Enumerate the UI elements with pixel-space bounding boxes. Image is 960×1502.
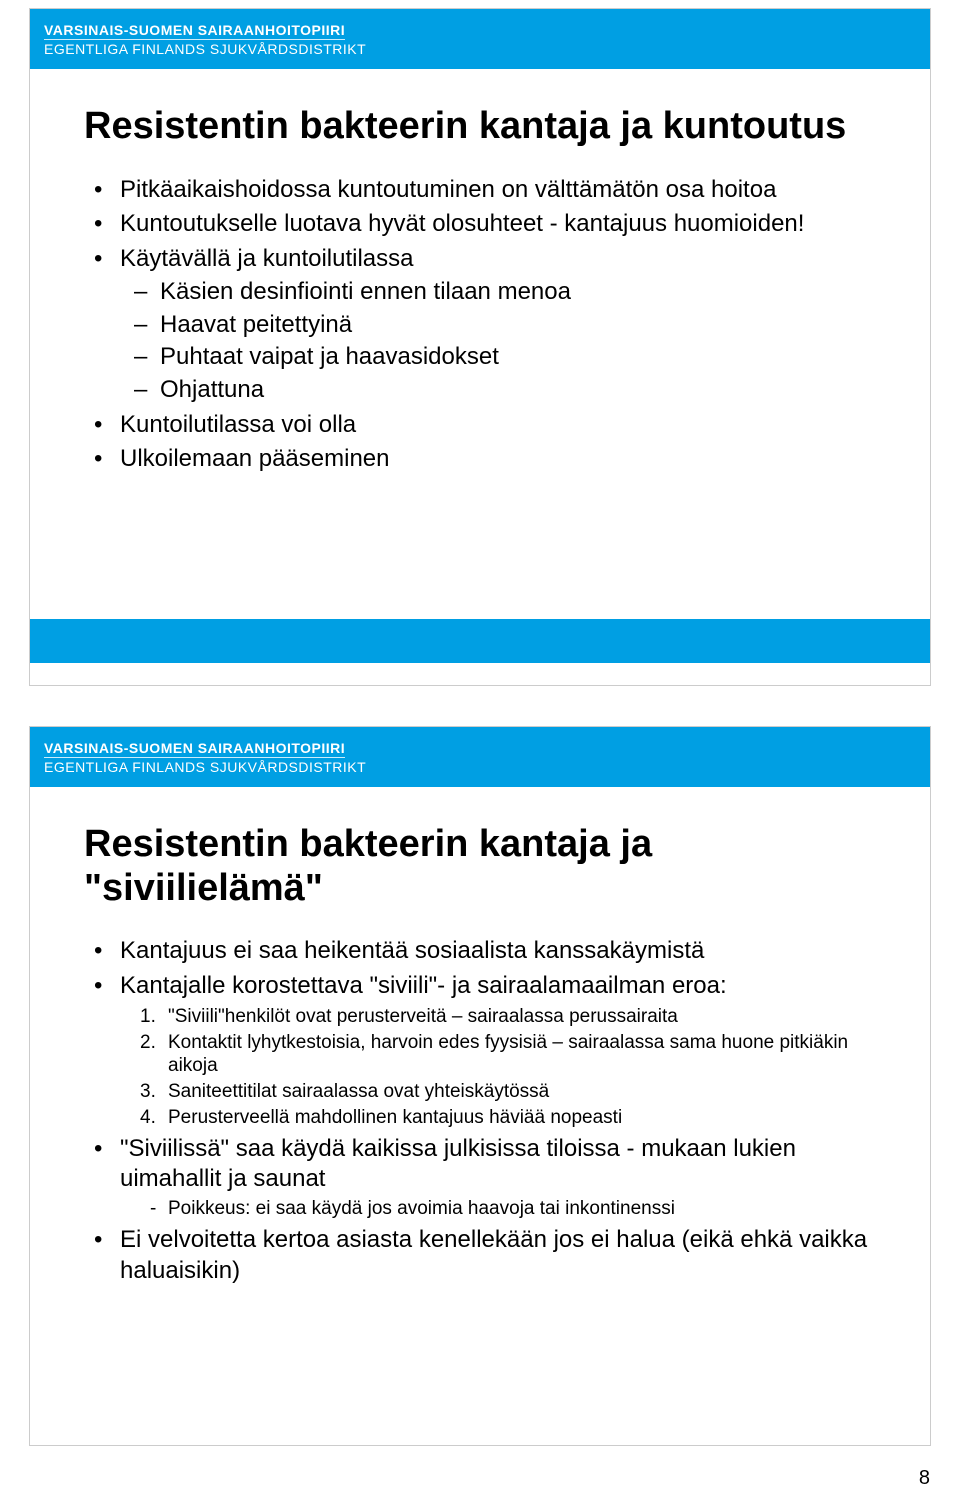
bullet-item: Kantajalle korostettava "siviili"- ja sa…: [84, 971, 876, 1129]
page-number: 8: [919, 1467, 930, 1490]
sub-item: Käsien desinfiointi ennen tilaan menoa: [120, 277, 876, 308]
bullet-item: Kuntoilutilassa voi olla: [84, 410, 876, 441]
bullet-item: Kantajuus ei saa heikentää sosiaalista k…: [84, 936, 876, 967]
header-line-1: VARSINAIS-SUOMEN SAIRAANHOITOPIIRI: [44, 22, 345, 40]
bullet-item: Ei velvoitetta kertoa asiasta kenellekää…: [84, 1225, 876, 1286]
sub-item: Ohjattuna: [120, 375, 876, 406]
bullet-item: Pitkäaikaishoidossa kuntoutuminen on väl…: [84, 175, 876, 206]
header-line-2: EGENTLIGA FINLANDS SJUKVÅRDSDISTRIKT: [44, 41, 930, 57]
bullet-item: Käytävällä ja kuntoilutilassaKäsien desi…: [84, 244, 876, 406]
slide-1-bullets: Pitkäaikaishoidossa kuntoutuminen on väl…: [84, 175, 876, 475]
numbered-item: Saniteettitilat sairaalassa ovat yhteisk…: [120, 1080, 876, 1104]
header-line-1: VARSINAIS-SUOMEN SAIRAANHOITOPIIRI: [44, 740, 345, 758]
sub-item: Puhtaat vaipat ja haavasidokset: [120, 342, 876, 373]
numbered-list: "Siviili"henkilöt ovat perusterveitä – s…: [120, 1005, 876, 1130]
bullet-item: Kuntoutukselle luotava hyvät olosuhteet …: [84, 209, 876, 240]
numbered-item: "Siviili"henkilöt ovat perusterveitä – s…: [120, 1005, 876, 1029]
header-bar: VARSINAIS-SUOMEN SAIRAANHOITOPIIRI EGENT…: [30, 9, 930, 69]
numbered-item: Perusterveellä mahdollinen kantajuus häv…: [120, 1106, 876, 1130]
header-bar: VARSINAIS-SUOMEN SAIRAANHOITOPIIRI EGENT…: [30, 727, 930, 787]
dash-item: Poikkeus: ei saa käydä jos avoimia haavo…: [120, 1197, 876, 1221]
numbered-item: Kontaktit lyhytkestoisia, harvoin edes f…: [120, 1031, 876, 1079]
slide-1: VARSINAIS-SUOMEN SAIRAANHOITOPIIRI EGENT…: [29, 8, 931, 686]
dash-list: Poikkeus: ei saa käydä jos avoimia haavo…: [120, 1197, 876, 1221]
bullet-item: "Siviilissä" saa käydä kaikissa julkisis…: [84, 1134, 876, 1222]
slide-2-bullets: Kantajuus ei saa heikentää sosiaalista k…: [84, 936, 876, 1286]
slide-1-title: Resistentin bakteerin kantaja ja kuntout…: [84, 105, 876, 149]
header-line-2: EGENTLIGA FINLANDS SJUKVÅRDSDISTRIKT: [44, 759, 930, 775]
slide-2-content: Resistentin bakteerin kantaja ja "siviil…: [30, 787, 930, 1311]
slide-2-title: Resistentin bakteerin kantaja ja "siviil…: [84, 823, 876, 910]
slide-1-content: Resistentin bakteerin kantaja ja kuntout…: [30, 69, 930, 499]
bullet-item: Ulkoilemaan pääseminen: [84, 444, 876, 475]
slide-2: VARSINAIS-SUOMEN SAIRAANHOITOPIIRI EGENT…: [29, 726, 931, 1446]
sub-item: Haavat peitettyinä: [120, 310, 876, 341]
sub-list: Käsien desinfiointi ennen tilaan menoaHa…: [120, 277, 876, 406]
slide-1-bottom-strip: [30, 619, 930, 663]
